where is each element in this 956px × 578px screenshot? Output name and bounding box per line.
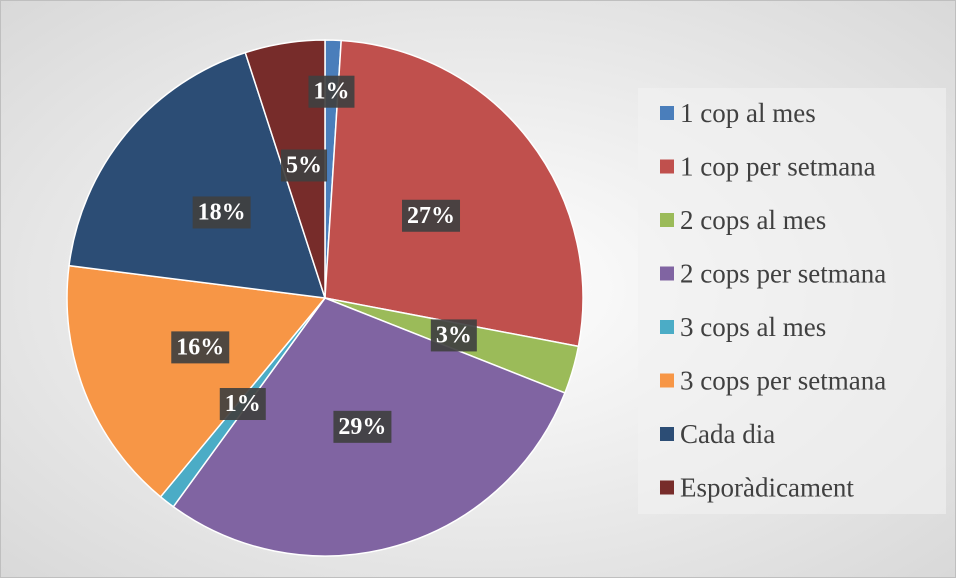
legend-label: 1 cop al mes	[680, 98, 816, 128]
data-label: 27%	[407, 203, 455, 229]
data-label-box	[192, 196, 251, 229]
data-label-box	[402, 199, 461, 232]
data-label: 5%	[286, 152, 322, 178]
legend-swatch	[660, 480, 674, 495]
data-labels: 1% 27% 3% 29% 1% 16% 18% 5%	[171, 75, 477, 443]
data-label-box	[308, 75, 355, 108]
data-label-box	[281, 149, 328, 182]
data-label: 29%	[338, 414, 386, 440]
pie-slice	[324, 39, 584, 348]
legend-label: 3 cops al mes	[680, 312, 826, 342]
legend-label: 2 cops per setmana	[680, 259, 886, 289]
legend-swatch	[660, 427, 674, 441]
data-label: 18%	[198, 199, 246, 225]
legend-label: 1 cop per setmana	[680, 152, 876, 182]
legend-swatch	[660, 373, 674, 388]
legend-label: Cada dia	[680, 419, 775, 449]
data-label: 3%	[436, 322, 472, 348]
data-label-box	[219, 388, 266, 421]
data-label-box	[171, 331, 230, 364]
legend-swatch	[660, 106, 674, 120]
legend-label: 3 cops per setmana	[680, 366, 886, 396]
legend-swatch	[660, 266, 674, 281]
legend: 1 cop al mes 1 cop per setmana 2 cops al m…	[660, 98, 886, 503]
data-label: 1%	[313, 79, 349, 105]
legend-swatch	[660, 320, 674, 334]
legend-label: 2 cops al mes	[680, 205, 826, 235]
data-label-box	[333, 410, 392, 443]
legend-background	[638, 88, 946, 514]
data-label: 16%	[176, 334, 224, 360]
legend-swatch	[660, 213, 674, 227]
data-label-box	[430, 319, 477, 352]
pie-slice	[68, 51, 327, 299]
legend-swatch	[660, 159, 674, 174]
pie	[66, 39, 584, 557]
pie-slice	[66, 264, 327, 498]
legend-label: Esporàdicament	[680, 473, 854, 503]
data-label: 1%	[225, 391, 261, 417]
